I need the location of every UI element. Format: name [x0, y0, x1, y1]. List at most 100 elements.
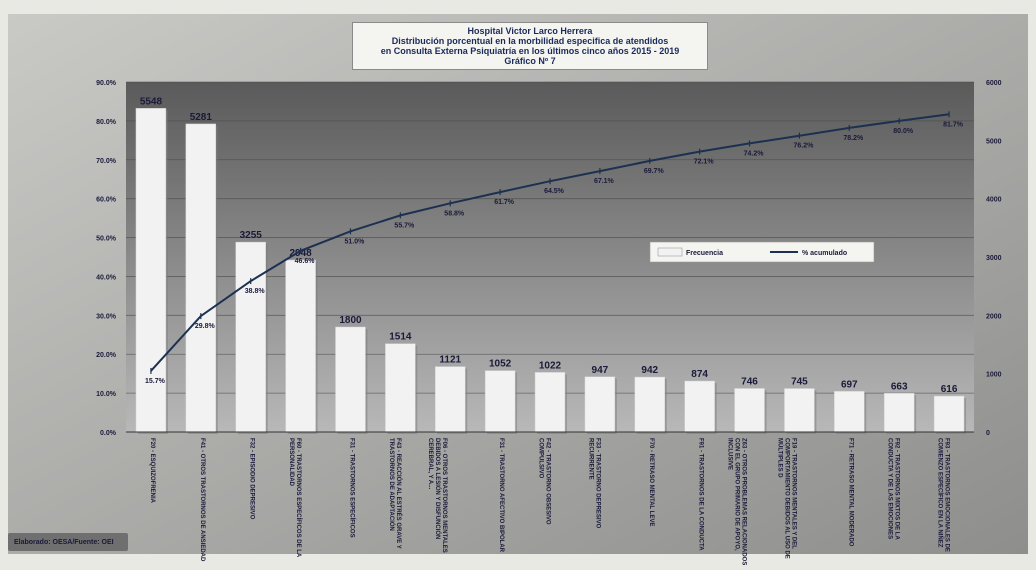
bar [335, 326, 366, 433]
bar [784, 388, 815, 433]
bar [135, 108, 167, 433]
x-tick-label-line: F06 - OTROS TRASTORNOS MENTALES [441, 438, 447, 553]
y-left-tick-label: 80.0% [96, 119, 117, 126]
x-tick-label-line: COMPULSIVO [538, 438, 544, 479]
title-line-3: en Consulta Externa Psiquiatría en los ú… [380, 46, 680, 56]
legend-box [649, 241, 875, 263]
x-tick-label: F60 - TRASTORNOS ESPECÍFICOS DE LAPERSON… [288, 438, 303, 558]
bar-value-label: 5281 [190, 112, 213, 123]
cumulative-value-label: 69.7% [644, 168, 665, 175]
bar [684, 380, 715, 433]
cumulative-value-label: 29.8% [195, 323, 216, 330]
x-tick-label-line: CEREBRAL, Y A... [427, 438, 433, 490]
y-right-tick-label: 4000 [986, 197, 1002, 204]
bar [634, 376, 665, 433]
y-left-tick-label: 70.0% [96, 158, 117, 165]
y-left-tick-label: 40.0% [96, 274, 117, 281]
y-right-tick-label: 2000 [986, 313, 1002, 320]
bar-value-label: 5548 [140, 96, 163, 107]
cumulative-value-label: 38.8% [245, 288, 266, 295]
y-left-tick-label: 90.0% [96, 80, 117, 87]
bar [734, 388, 765, 433]
bar [534, 372, 566, 433]
cumulative-value-label: 58.8% [444, 210, 465, 217]
bar-value-label: 942 [641, 365, 658, 376]
bar [235, 241, 266, 433]
bar-value-label: 1121 [439, 355, 461, 366]
y-right-tick-label: 3000 [986, 255, 1002, 262]
y-left-tick-label: 0.0% [100, 430, 117, 437]
x-tick-label-line: F92 - TRASTORNOS MIXTOS DE LA [894, 438, 900, 540]
x-tick-label-line: CON EL GRUPO PRIMARIO DE APOYO, [734, 438, 740, 551]
y-left-tick-label: 10.0% [96, 391, 117, 398]
x-tick-label-line: Z63 - OTROS PROBLEMAS RELACIONADOS [741, 438, 747, 565]
y-right-tick-label: 0 [986, 430, 990, 437]
bar-value-label: 874 [691, 369, 708, 380]
x-tick-label-line: F41 - OTROS TRASTORNOS DE ANSIEDAD [199, 438, 205, 562]
x-tick-label-line: F31 - TRASTORNO AFECTIVO BIPOLAR [498, 438, 504, 553]
x-tick-label-line: F93 - TRASTORNOS EMOCIONALES DE [944, 438, 950, 552]
x-tick-label-line: F71 - RETRASO MENTAL MODERADO [847, 438, 853, 547]
x-tick-label-line: F60 - TRASTORNOS ESPECÍFICOS DE LA [295, 438, 303, 558]
cumulative-value-label: 80.0% [893, 128, 914, 135]
x-tick-label: F70 - RETRASO MENTAL LEVE [648, 438, 654, 526]
y-left-tick-label: 20.0% [96, 352, 117, 359]
y-left-tick-label: 50.0% [96, 236, 117, 243]
chart-title: Hospital Victor Larco Herrera Distribuci… [352, 22, 708, 70]
bar-value-label: 746 [741, 376, 758, 387]
legend-label: Frecuencia [686, 250, 723, 257]
bar [834, 391, 865, 433]
bar-value-label: 1022 [539, 360, 562, 371]
bar [185, 123, 217, 433]
x-tick-label-line: F19 - TRASTORNOS MENTALES Y DEL [790, 438, 796, 549]
cumulative-value-label: 46.6% [295, 258, 316, 265]
x-tick-label-line: F42 - TRASTORNO OBSESIVO [545, 438, 551, 525]
legend-label: % acumulado [802, 250, 847, 257]
cumulative-value-label: 76.2% [793, 143, 814, 150]
x-tick-label-line: F31 - TRASTORNOS ESPECÍFICOS [348, 438, 356, 538]
bar-value-label: 663 [891, 381, 908, 392]
x-tick-label-line: MÚLTIPLES D [776, 438, 783, 478]
bar-value-label: 3255 [240, 230, 263, 241]
x-tick-label-line: COMIENZO ESPECÍFICO EN LA NIÑEZ [937, 438, 945, 548]
x-tick-label-line: COMPORTAMIENTO DEBIDOS AL USO DE [783, 438, 789, 559]
bar [385, 343, 416, 433]
bar [285, 259, 316, 433]
x-tick-label: F19 - TRASTORNOS MENTALES Y DELCOMPORTAM… [776, 438, 796, 559]
x-tick-label-line: F70 - RETRASO MENTAL LEVE [648, 438, 654, 526]
x-tick-label-line: F32 - EPISODIO DEPRESIVO [249, 438, 255, 520]
x-tick-label-line: DEBIDOS A LESIÓN Y DISFUNCIÓN [434, 438, 442, 539]
x-tick-label: F91 - TRASTORNOS DE LA CONDUCTA [698, 438, 704, 551]
x-tick-label: F20 - ESQUIZOFRENIA [149, 438, 155, 504]
x-tick-label: F32 - EPISODIO DEPRESIVO [249, 438, 255, 520]
bar [883, 393, 915, 433]
x-tick-label: F31 - TRASTORNOS ESPECÍFICOS [348, 438, 356, 538]
x-tick-label: F43 - REACCIÓN AL ESTRÉS GRAVE YTRASTORN… [388, 438, 403, 549]
y-right-tick-label: 6000 [986, 80, 1002, 87]
x-tick-label-line: CONDUCTA Y DE LAS EMOCIONES [887, 438, 893, 539]
bar [584, 376, 616, 433]
bar-value-label: 1800 [339, 315, 362, 326]
cumulative-value-label: 51.0% [345, 238, 366, 245]
cumulative-value-label: 78.2% [843, 135, 864, 142]
x-tick-label-line: F20 - ESQUIZOFRENIA [149, 438, 155, 504]
bar [933, 395, 965, 433]
y-right-tick-label: 1000 [986, 372, 1002, 379]
cumulative-value-label: 64.5% [544, 188, 565, 195]
x-tick-label: F41 - OTROS TRASTORNOS DE ANSIEDAD [199, 438, 205, 562]
x-tick-label-line: RECURRENTE [587, 438, 593, 480]
x-tick-label-line: PERSONALIDAD [288, 438, 294, 487]
y-left-tick-label: 30.0% [96, 313, 117, 320]
cumulative-value-label: 67.1% [594, 178, 615, 185]
title-line-2: Distribución porcentual en la morbilidad… [391, 36, 669, 46]
y-right-tick-label: 5000 [986, 138, 1002, 145]
bar-value-label: 1514 [389, 332, 412, 343]
credit-note: Elaborado: OESA/Fuente: OEI [8, 533, 128, 551]
x-tick-label-line: F33 - TRASTORNO DEPRESIVO [594, 438, 600, 529]
cumulative-value-label: 15.7% [145, 378, 166, 385]
